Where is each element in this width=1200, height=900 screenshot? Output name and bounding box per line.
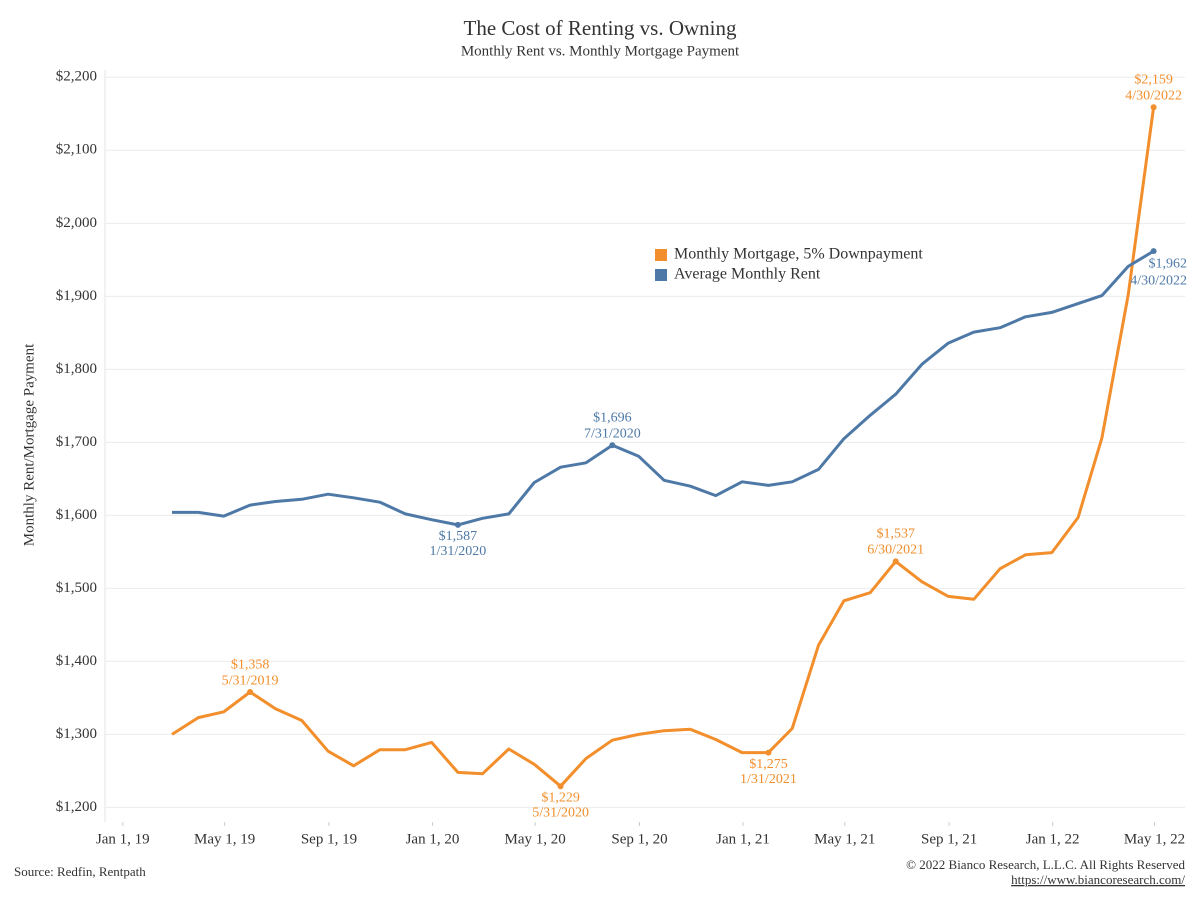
x-tick-label: Sep 1, 20 — [611, 831, 667, 847]
annotation-value: $1,587 — [439, 529, 478, 544]
legend-label: Average Monthly Rent — [674, 266, 821, 283]
y-tick-label: $1,500 — [56, 580, 97, 596]
x-tick-label: Jan 1, 20 — [406, 831, 460, 847]
series-line — [172, 249, 1155, 527]
annotation-value: $1,229 — [541, 790, 580, 805]
annotation-value: $1,275 — [749, 757, 788, 772]
annotation-value: $1,358 — [231, 657, 270, 672]
x-tick-label: Sep 1, 21 — [921, 831, 977, 847]
annotation-dot — [557, 783, 564, 790]
x-tick-label: Jan 1, 22 — [1026, 831, 1080, 847]
annotation-dot — [765, 749, 772, 756]
copyright: © 2022 Bianco Research, L.L.C. All Right… — [906, 857, 1185, 872]
y-tick-label: $2,200 — [56, 69, 97, 85]
y-tick-label: $1,600 — [56, 507, 97, 523]
legend-label: Monthly Mortgage, 5% Downpayment — [674, 246, 923, 263]
x-tick-label: May 1, 22 — [1124, 831, 1185, 847]
y-tick-label: $1,400 — [56, 653, 97, 669]
annotation-dot — [609, 442, 616, 449]
y-tick-label: $1,300 — [56, 726, 97, 742]
annotation-date: 5/31/2020 — [532, 805, 589, 820]
annotation-value: $1,696 — [593, 410, 632, 425]
y-axis-label: Monthly Rent/Mortgage Payment — [21, 343, 37, 546]
x-tick-label: May 1, 19 — [194, 831, 255, 847]
series-line — [171, 106, 1156, 788]
annotation-dot — [247, 689, 254, 696]
annotation-dot — [454, 521, 461, 528]
annotation-value: $2,159 — [1134, 72, 1173, 87]
annotation-dot — [892, 558, 899, 565]
source: Source: Redfin, Rentpath — [14, 864, 146, 879]
y-tick-label: $1,900 — [56, 288, 97, 304]
x-tick-label: Sep 1, 19 — [301, 831, 357, 847]
annotation-date: 5/31/2019 — [222, 673, 279, 688]
y-tick-label: $1,800 — [56, 361, 97, 377]
y-tick-label: $1,700 — [56, 434, 97, 450]
annotation-date: 1/31/2020 — [430, 544, 487, 559]
annotation-value: $1,962 — [1149, 256, 1188, 271]
chart-title: The Cost of Renting vs. Owning — [464, 16, 737, 40]
annotation-value: $1,537 — [876, 527, 915, 542]
x-tick-label: Jan 1, 19 — [96, 831, 150, 847]
x-tick-label: May 1, 20 — [505, 831, 566, 847]
y-tick-label: $1,200 — [56, 799, 97, 815]
chart-subtitle: Monthly Rent vs. Monthly Mortgage Paymen… — [461, 43, 740, 59]
legend-swatch — [655, 269, 667, 281]
x-tick-label: Jan 1, 21 — [716, 831, 770, 847]
annotation-date: 7/31/2020 — [584, 426, 641, 441]
annotation-date: 4/30/2022 — [1125, 88, 1182, 103]
annotation-date: 4/30/2022 — [1130, 273, 1187, 288]
url-link[interactable]: https://www.biancoresearch.com/ — [1011, 872, 1185, 887]
annotation-dot — [1150, 104, 1157, 111]
annotation-dot — [1150, 248, 1157, 255]
x-tick-label: May 1, 21 — [814, 831, 875, 847]
legend-swatch — [655, 249, 667, 261]
y-tick-label: $2,000 — [56, 215, 97, 231]
y-tick-label: $2,100 — [56, 142, 97, 158]
annotation-date: 6/30/2021 — [867, 543, 924, 558]
annotation-date: 1/31/2021 — [740, 772, 797, 787]
